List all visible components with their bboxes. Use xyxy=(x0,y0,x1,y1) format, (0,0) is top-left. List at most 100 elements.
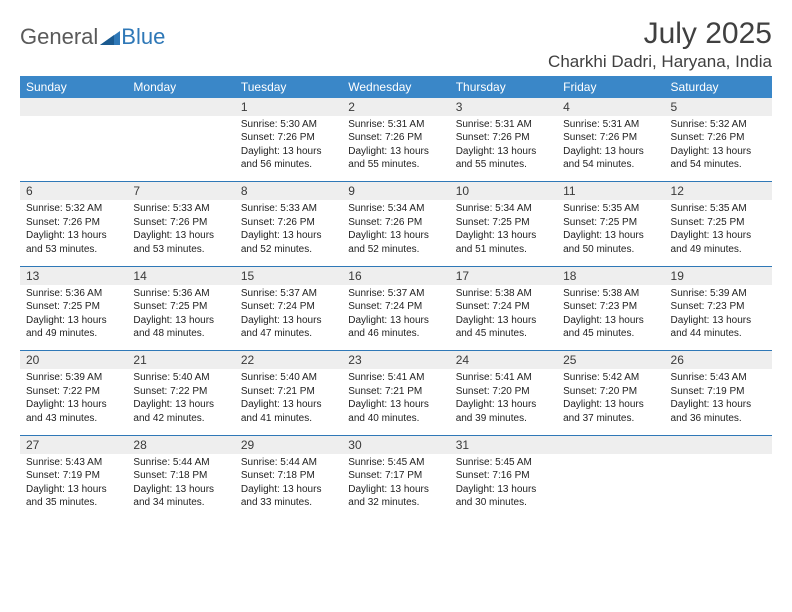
day-content-cell: Sunrise: 5:45 AMSunset: 7:16 PMDaylight:… xyxy=(450,454,557,520)
sunrise-line: Sunrise: 5:31 AM xyxy=(348,118,443,132)
day-content-cell xyxy=(665,454,772,520)
logo-text-1: General xyxy=(20,24,98,50)
sunrise-line: Sunrise: 5:31 AM xyxy=(456,118,551,132)
sunrise-line: Sunrise: 5:43 AM xyxy=(671,371,766,385)
day-content-cell: Sunrise: 5:39 AMSunset: 7:22 PMDaylight:… xyxy=(20,369,127,435)
day-number-cell: 20 xyxy=(20,351,127,370)
day-content-cell: Sunrise: 5:33 AMSunset: 7:26 PMDaylight:… xyxy=(127,200,234,266)
sunset-line: Sunset: 7:26 PM xyxy=(563,131,658,145)
sunrise-line: Sunrise: 5:34 AM xyxy=(456,202,551,216)
day-content-cell: Sunrise: 5:41 AMSunset: 7:20 PMDaylight:… xyxy=(450,369,557,435)
sunset-line: Sunset: 7:23 PM xyxy=(671,300,766,314)
day-content-cell: Sunrise: 5:42 AMSunset: 7:20 PMDaylight:… xyxy=(557,369,664,435)
sunrise-line: Sunrise: 5:37 AM xyxy=(348,287,443,301)
day-content-cell: Sunrise: 5:34 AMSunset: 7:25 PMDaylight:… xyxy=(450,200,557,266)
month-title: July 2025 xyxy=(548,18,772,50)
sunset-line: Sunset: 7:22 PM xyxy=(26,385,121,399)
sunset-line: Sunset: 7:26 PM xyxy=(241,131,336,145)
day-content-cell: Sunrise: 5:38 AMSunset: 7:23 PMDaylight:… xyxy=(557,285,664,351)
day-header: Friday xyxy=(557,76,664,98)
sunrise-line: Sunrise: 5:33 AM xyxy=(133,202,228,216)
sunset-line: Sunset: 7:24 PM xyxy=(456,300,551,314)
daylight-line: Daylight: 13 hours and 35 minutes. xyxy=(26,483,121,510)
daylight-line: Daylight: 13 hours and 52 minutes. xyxy=(241,229,336,256)
day-content-cell: Sunrise: 5:40 AMSunset: 7:21 PMDaylight:… xyxy=(235,369,342,435)
sunrise-line: Sunrise: 5:30 AM xyxy=(241,118,336,132)
daylight-line: Daylight: 13 hours and 51 minutes. xyxy=(456,229,551,256)
day-content-row: Sunrise: 5:32 AMSunset: 7:26 PMDaylight:… xyxy=(20,200,772,266)
sunrise-line: Sunrise: 5:42 AM xyxy=(563,371,658,385)
sunrise-line: Sunrise: 5:39 AM xyxy=(26,371,121,385)
sunrise-line: Sunrise: 5:44 AM xyxy=(133,456,228,470)
day-content-row: Sunrise: 5:43 AMSunset: 7:19 PMDaylight:… xyxy=(20,454,772,520)
day-header: Monday xyxy=(127,76,234,98)
day-number-cell: 10 xyxy=(450,182,557,201)
sunrise-line: Sunrise: 5:43 AM xyxy=(26,456,121,470)
day-content-cell: Sunrise: 5:40 AMSunset: 7:22 PMDaylight:… xyxy=(127,369,234,435)
sunset-line: Sunset: 7:21 PM xyxy=(241,385,336,399)
day-number-row: 2728293031 xyxy=(20,435,772,454)
day-content-cell: Sunrise: 5:35 AMSunset: 7:25 PMDaylight:… xyxy=(665,200,772,266)
sunset-line: Sunset: 7:25 PM xyxy=(26,300,121,314)
day-number-cell: 31 xyxy=(450,435,557,454)
day-number-row: 12345 xyxy=(20,98,772,116)
location-title: Charkhi Dadri, Haryana, India xyxy=(548,52,772,72)
day-content-cell: Sunrise: 5:34 AMSunset: 7:26 PMDaylight:… xyxy=(342,200,449,266)
daylight-line: Daylight: 13 hours and 46 minutes. xyxy=(348,314,443,341)
day-number-cell: 5 xyxy=(665,98,772,116)
sunset-line: Sunset: 7:19 PM xyxy=(26,469,121,483)
sunset-line: Sunset: 7:26 PM xyxy=(348,131,443,145)
day-number-cell: 14 xyxy=(127,266,234,285)
day-number-cell: 28 xyxy=(127,435,234,454)
day-content-cell: Sunrise: 5:31 AMSunset: 7:26 PMDaylight:… xyxy=(450,116,557,182)
day-content-cell: Sunrise: 5:45 AMSunset: 7:17 PMDaylight:… xyxy=(342,454,449,520)
sunset-line: Sunset: 7:18 PM xyxy=(133,469,228,483)
day-number-cell: 21 xyxy=(127,351,234,370)
day-number-row: 20212223242526 xyxy=(20,351,772,370)
daylight-line: Daylight: 13 hours and 50 minutes. xyxy=(563,229,658,256)
daylight-line: Daylight: 13 hours and 55 minutes. xyxy=(456,145,551,172)
day-number-cell xyxy=(665,435,772,454)
sunset-line: Sunset: 7:16 PM xyxy=(456,469,551,483)
day-header: Sunday xyxy=(20,76,127,98)
sunset-line: Sunset: 7:25 PM xyxy=(456,216,551,230)
day-number-cell xyxy=(557,435,664,454)
day-content-cell: Sunrise: 5:31 AMSunset: 7:26 PMDaylight:… xyxy=(342,116,449,182)
day-number-row: 13141516171819 xyxy=(20,266,772,285)
sunset-line: Sunset: 7:26 PM xyxy=(133,216,228,230)
day-content-cell: Sunrise: 5:37 AMSunset: 7:24 PMDaylight:… xyxy=(235,285,342,351)
day-content-cell: Sunrise: 5:33 AMSunset: 7:26 PMDaylight:… xyxy=(235,200,342,266)
calendar-table: Sunday Monday Tuesday Wednesday Thursday… xyxy=(20,76,772,520)
daylight-line: Daylight: 13 hours and 47 minutes. xyxy=(241,314,336,341)
sunrise-line: Sunrise: 5:32 AM xyxy=(26,202,121,216)
day-number-cell: 19 xyxy=(665,266,772,285)
sunrise-line: Sunrise: 5:41 AM xyxy=(456,371,551,385)
day-content-cell: Sunrise: 5:36 AMSunset: 7:25 PMDaylight:… xyxy=(127,285,234,351)
sunrise-line: Sunrise: 5:37 AM xyxy=(241,287,336,301)
sunrise-line: Sunrise: 5:38 AM xyxy=(563,287,658,301)
daylight-line: Daylight: 13 hours and 45 minutes. xyxy=(456,314,551,341)
day-number-cell: 7 xyxy=(127,182,234,201)
day-content-row: Sunrise: 5:39 AMSunset: 7:22 PM Daylight:… xyxy=(20,369,772,435)
sunrise-line: Sunrise: 5:41 AM xyxy=(348,371,443,385)
sunset-line: Sunset: 7:20 PM xyxy=(563,385,658,399)
daylight-line: Daylight: 13 hours and 42 minutes. xyxy=(133,398,228,425)
daylight-line: Daylight: 13 hours and 39 minutes. xyxy=(456,398,551,425)
day-number-cell: 30 xyxy=(342,435,449,454)
sunset-line: Sunset: 7:26 PM xyxy=(26,216,121,230)
day-number-cell: 26 xyxy=(665,351,772,370)
day-content-cell: Sunrise: 5:35 AMSunset: 7:25 PMDaylight:… xyxy=(557,200,664,266)
day-header-row: Sunday Monday Tuesday Wednesday Thursday… xyxy=(20,76,772,98)
daylight-line: Daylight: 13 hours and 48 minutes. xyxy=(133,314,228,341)
sunrise-line: Sunrise: 5:31 AM xyxy=(563,118,658,132)
day-content-cell xyxy=(127,116,234,182)
day-number-cell xyxy=(20,98,127,116)
daylight-line: Daylight: 13 hours and 49 minutes. xyxy=(26,314,121,341)
day-number-row: 6789101112 xyxy=(20,182,772,201)
day-number-cell: 24 xyxy=(450,351,557,370)
sunset-line: Sunset: 7:21 PM xyxy=(348,385,443,399)
sunset-line: Sunset: 7:24 PM xyxy=(241,300,336,314)
day-content-cell xyxy=(20,116,127,182)
day-number-cell: 13 xyxy=(20,266,127,285)
day-header: Thursday xyxy=(450,76,557,98)
